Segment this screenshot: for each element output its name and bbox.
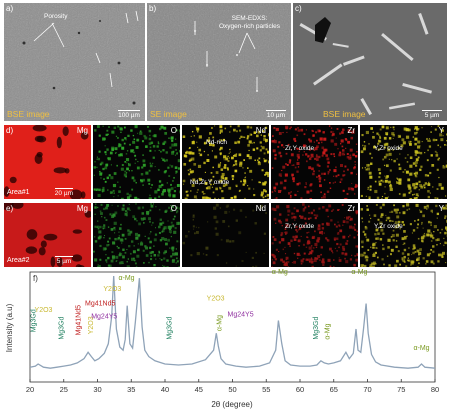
xrd-y-label: Intensity (a.u) [5,303,14,352]
xrd-panel-letter: f) [33,274,38,283]
eds-area-label: Area#1 [7,189,30,196]
xrd-peak-label: Y2O3 [207,295,225,302]
xrd-x-label: 2θ (degree) [211,400,253,409]
xrd-x-tick-label: 50 [228,385,236,394]
xrd-peak-label: Mg3Gd [59,317,66,340]
eds-annotation: Y,Zr oxide [374,145,403,152]
xrd-x-tick-label: 55 [262,385,270,394]
xrd-peak-label: Mg24Y5 [91,313,117,320]
eds-map-row1-mg: Mg d) Area#1 20 µm [3,124,92,200]
micrograph-b: b) SEM-EDXS: Oxygen-rich particles SE im… [146,2,292,122]
xrd-peak-label: α-Mg [272,269,288,276]
oxygen-particles-annotation: SEM-EDXS: Oxygen-rich particles [219,15,281,30]
xrd-peak-label: Y2O3 [35,307,53,314]
eds-map-row2-zr: Zr Zr,Y oxide [270,202,359,268]
xrd-peak-label: Mg3Gd [167,317,174,340]
eds-element-label: O [170,204,177,213]
panel-letter-b: b) [149,4,157,13]
micrograph-a-texture [4,3,145,121]
eds-map-texture [4,125,91,199]
eds-map-texture [182,203,268,267]
eds-map-row1-zr: Zr Zr,Y oxide [270,124,359,200]
eds-annotation-top: Nd-rich [206,139,227,146]
eds-map-texture [360,203,447,267]
micrograph-a: a) Porosity BSE image 100 µm [3,2,146,122]
xrd-x-tick-label: 40 [161,385,169,394]
micrograph-a-scale: 100 µm [118,109,140,119]
eds-map-texture [182,125,269,199]
xrd-x-tick-label: 45 [195,385,203,394]
eds-element-label: Zr [347,204,355,213]
micrograph-c: c) BSE image 5 µm [292,2,448,122]
xrd-x-tick-label: 80 [431,385,439,394]
eds-element-label: Mg [76,204,88,213]
micrograph-b-texture [147,3,291,121]
eds-map-row1-y: Y Y,Zr oxide [359,124,448,200]
xrd-peak-label: Mg41Nd5 [85,301,115,308]
eds-annotation-bottom: Nd,Zr,Y oxide [190,179,230,186]
eds-map-row2-o: O [92,202,181,268]
eds-map-row2-nd: Nd [181,202,270,268]
eds-map-row1-nd: Nd Nd-rich Nd,Zr,Y oxide [181,124,270,200]
xrd-peak-label: Y2O3 [88,316,95,334]
eds-map-row2-y: Y Y,Zr oxide [359,202,448,268]
eds-panel-letter: d) [6,126,14,135]
eds-map-texture [4,203,91,267]
xrd-peak-label: α-Mg [351,269,367,276]
xrd-x-tick-label: 20 [26,385,34,394]
eds-scale-bar: 20 µm [55,187,73,197]
xrd-x-tick-label: 25 [60,385,68,394]
eds-map-texture [93,203,180,267]
eds-scale-bar: 5 µm [55,255,73,265]
eds-area-label: Area#2 [7,257,30,264]
micrograph-c-mode: BSE image [323,109,366,119]
eds-map-texture [93,125,180,199]
xrd-peak-label: α-Mg [217,315,224,331]
eds-map-row1-o: O [92,124,181,200]
eds-element-label: O [170,126,177,135]
xrd-x-tick-label: 65 [330,385,338,394]
panel-letter-c: c) [295,4,302,13]
panel-letter-a: a) [6,4,14,13]
xrd-peak-label: Mg3Gd [30,309,37,332]
xrd-peak-label: α-Mg [413,345,429,352]
eds-map-texture [271,203,358,267]
xrd-peak-label: α-Mg [118,275,134,282]
xrd-x-axis: 20 25 30 35 40 45 50 55 60 65 70 75 80 [26,379,439,394]
eds-annotation: Zr,Y oxide [285,145,315,152]
eds-element-label: Nd [255,204,266,213]
xrd-peak-label: Mg3Gd [313,317,320,340]
micrograph-c-texture [293,3,447,121]
micrograph-b-scale: 10 µm [266,109,286,119]
xrd-peak-label: α-Mg [325,323,332,339]
eds-panel-letter: e) [6,204,14,213]
eds-element-label: Y [438,126,444,135]
eds-element-label: Mg [76,126,88,135]
micrograph-a-mode: BSE image [7,109,50,119]
xrd-peak-label: Mg24Y5 [228,311,254,318]
micrograph-c-scale: 5 µm [422,109,442,119]
xrd-peak-label: Mg41Nd5 [76,305,83,335]
eds-map-texture [271,125,358,199]
eds-map-texture [360,125,447,199]
micrograph-b-mode: SE image [150,109,187,119]
xrd-x-tick-label: 75 [397,385,405,394]
eds-annotation: Zr,Y oxide [285,223,315,230]
xrd-x-tick-label: 60 [296,385,304,394]
eds-element-label: Zr [347,126,355,135]
eds-element-label: Y [438,204,444,213]
eds-annotation: Y,Zr oxide [374,223,403,230]
porosity-annotation: Porosity [44,13,68,20]
xrd-x-tick-label: 30 [93,385,101,394]
eds-map-row2-mg: Mg e) Area#2 5 µm [3,202,92,268]
xrd-peak-label: Y2O3 [103,286,121,293]
xrd-x-tick-label: 70 [363,385,371,394]
xrd-x-tick-label: 35 [127,385,135,394]
eds-element-label: Nd [255,126,266,135]
xrd-series-line [29,275,436,369]
